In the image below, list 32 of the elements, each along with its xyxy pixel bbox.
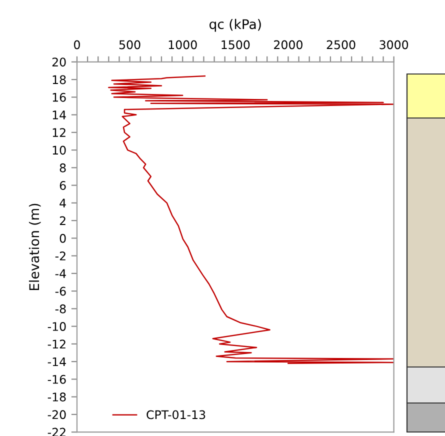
y-axis-title: Elevation (m) <box>28 204 41 290</box>
x-axis-title: qc (kPa) <box>210 18 261 32</box>
y-tick-label: 2 <box>60 216 66 226</box>
x-tick-label: 0 <box>74 40 80 50</box>
legend-label: CPT-01-13 <box>146 410 206 420</box>
x-tick-label: 1500 <box>222 40 250 50</box>
y-tick-label: -4 <box>55 269 66 278</box>
y-tick-label: -16 <box>48 374 66 384</box>
y-tick-label: -2 <box>55 252 66 260</box>
line-series <box>108 75 394 364</box>
y-tick-label: 20 <box>52 58 66 67</box>
y-tick-label: 6 <box>60 181 66 190</box>
y-tick-label: 12 <box>52 128 66 137</box>
y-tick-label: 4 <box>60 198 66 208</box>
y-tick-label: 18 <box>52 75 66 84</box>
y-tick-label: -8 <box>55 304 66 314</box>
x-tick-label: 2000 <box>274 40 302 50</box>
x-tick-label: 500 <box>119 40 140 50</box>
y-tick-label: -20 <box>48 410 66 420</box>
y-tick-label: -18 <box>48 392 66 402</box>
y-tick-label: 10 <box>52 146 66 155</box>
y-tick-label: -6 <box>55 286 66 296</box>
y-tick-label: 14 <box>52 110 66 120</box>
y-tick-label: 8 <box>60 163 66 172</box>
y-tick-label: -12 <box>48 340 66 348</box>
y-tick-label: 16 <box>52 92 66 102</box>
y-tick-label: -14 <box>48 357 66 366</box>
y-tick-label: -10 <box>48 322 66 331</box>
x-tick-label: 2500 <box>326 40 356 50</box>
x-tick-label: 1000 <box>168 40 197 50</box>
y-tick-label: 0 <box>60 234 66 243</box>
x-tick-label: 3000 <box>380 40 408 50</box>
